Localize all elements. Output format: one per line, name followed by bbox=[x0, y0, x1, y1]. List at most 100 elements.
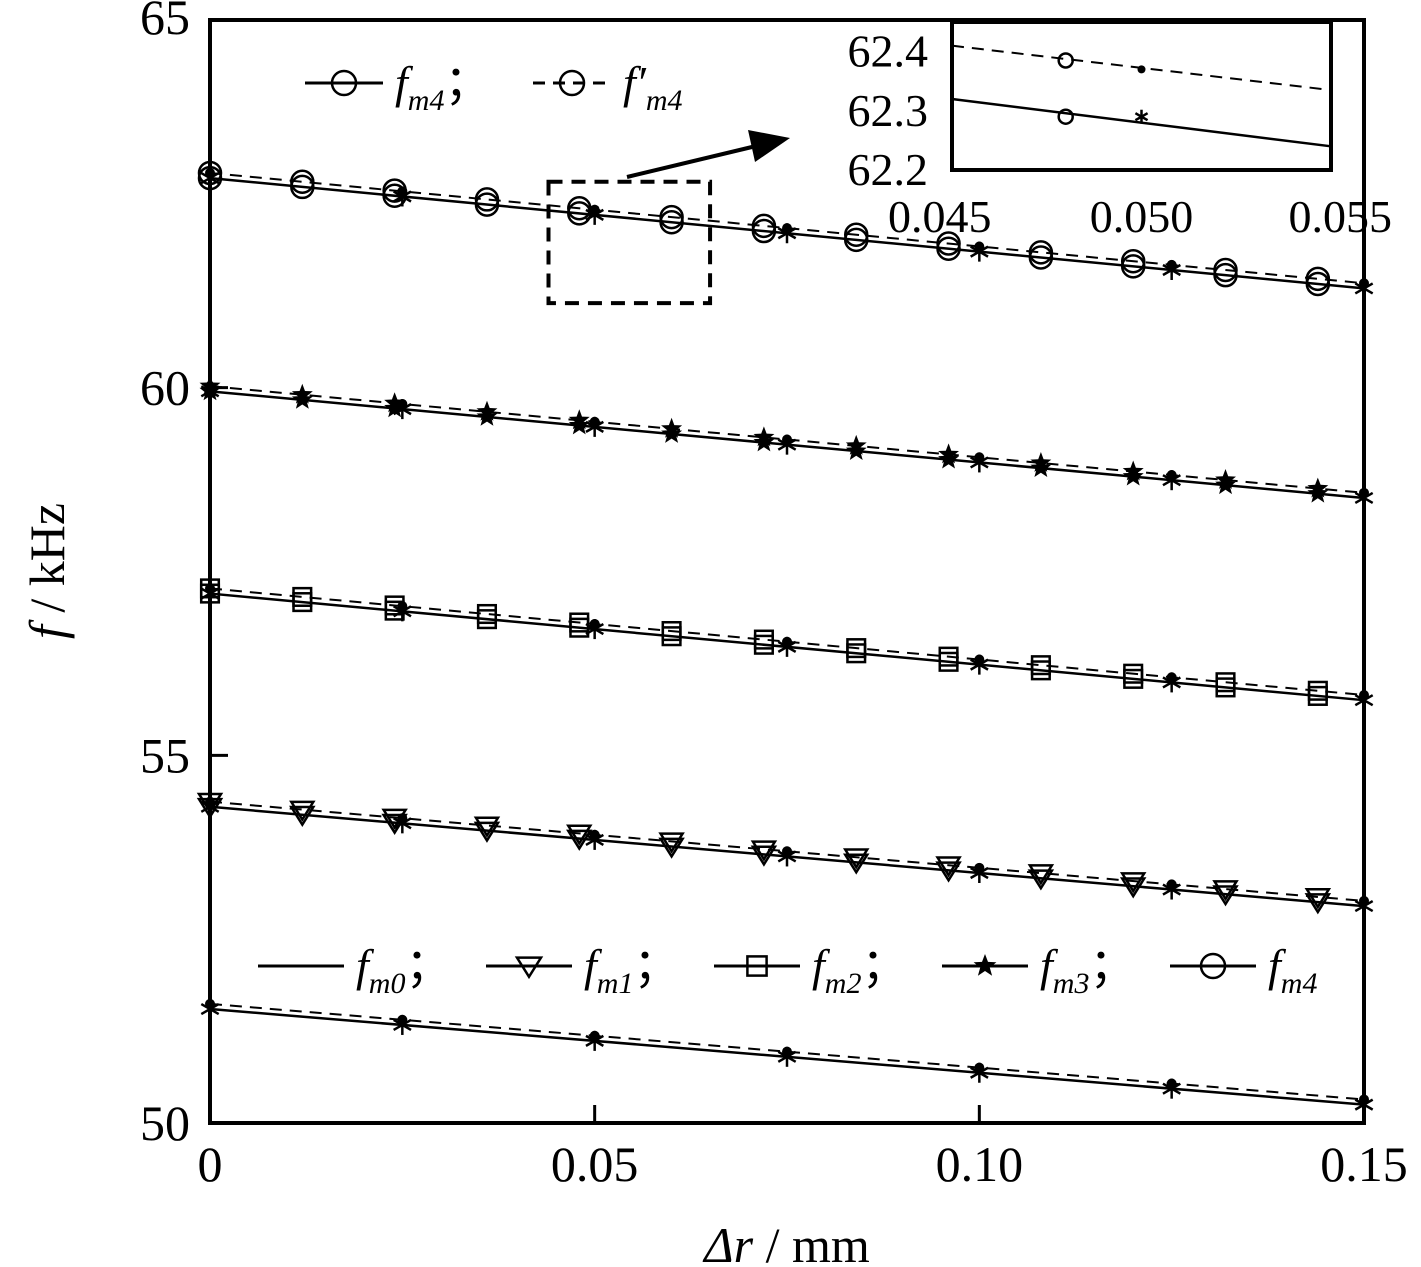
asterisk-fm1-3-stroke bbox=[777, 850, 797, 863]
ref-marker-fm3-4 bbox=[568, 409, 590, 430]
asterisk-fm3-1-stroke bbox=[393, 403, 412, 416]
zoom-arrow-head bbox=[748, 130, 790, 162]
ref-marker-fm1-6 bbox=[750, 840, 778, 862]
ref-dot-fm0-2 bbox=[589, 1030, 600, 1041]
inset-x-tick-label-1: 0.050 bbox=[1090, 191, 1194, 242]
ref-dot-fm4-5 bbox=[1166, 259, 1177, 270]
tick-labels: 0 0.05 0.10 0.15 50 55 60 65 bbox=[140, 0, 1408, 1192]
inset-point-1 bbox=[1137, 65, 1146, 74]
asterisk-fm1-1-stroke bbox=[393, 817, 412, 830]
ref-dot-fm2-4 bbox=[974, 654, 985, 665]
asterisk-fm0-3-stroke bbox=[777, 1050, 797, 1063]
ref-marker-fm2-11 bbox=[1215, 672, 1236, 693]
ref-marker-fm4-5 bbox=[659, 204, 684, 230]
ref-marker-fm1-3 bbox=[473, 816, 501, 838]
ref-dot-fm1-2 bbox=[589, 829, 600, 840]
ref-dot-fm0-4 bbox=[974, 1062, 985, 1073]
ref-marker-fm3-8 bbox=[938, 443, 959, 464]
ref-marker-fm3-7 bbox=[845, 434, 867, 455]
asterisk-fm4-5-stroke bbox=[1162, 263, 1181, 277]
marker-fm1-12 bbox=[1304, 893, 1332, 915]
asterisk-fm3-3-stroke bbox=[777, 438, 797, 451]
x-tick-label-1: 0.05 bbox=[551, 1136, 639, 1192]
x-tick-label-3: 0.15 bbox=[1320, 1136, 1408, 1192]
series-markers bbox=[196, 160, 1374, 1115]
ref-marker-fm3-3 bbox=[476, 400, 498, 421]
ref-marker-fm4-11 bbox=[1213, 257, 1238, 283]
inset-point-2 bbox=[1057, 108, 1074, 125]
zoom-box bbox=[546, 179, 713, 306]
ref-marker-fm2-5 bbox=[661, 621, 682, 642]
y-axis-unit: / kHz bbox=[19, 503, 75, 625]
ref-dot-fm1-1 bbox=[397, 813, 408, 824]
y-axis-label: f / kHz bbox=[19, 503, 75, 639]
legend-top: fm4； f′m4 bbox=[305, 57, 683, 117]
ref-marker-fm1-1 bbox=[289, 800, 316, 822]
y-tick-label-1: 55 bbox=[140, 727, 190, 783]
ref-marker-fm4-7 bbox=[843, 222, 869, 247]
inset-y-tick-label-0: 62.4 bbox=[848, 26, 929, 77]
inset-y-tick-label-1: 62.3 bbox=[848, 85, 929, 136]
legend-marker-1 bbox=[558, 69, 586, 97]
legend-label-sub: m4 bbox=[1281, 967, 1318, 1000]
ref-marker-fm4-3 bbox=[474, 187, 500, 212]
asterisk-fm2-3-stroke bbox=[777, 640, 797, 653]
ref-marker-fm1-7 bbox=[842, 848, 870, 870]
ref-marker-fm2-7 bbox=[846, 638, 867, 659]
ref-dot-fm4-1 bbox=[397, 186, 408, 197]
ref-marker-fm1-9 bbox=[1027, 864, 1055, 886]
inset-point-3 bbox=[1134, 109, 1149, 124]
ref-dot-fm2-2 bbox=[589, 618, 600, 629]
ref-marker-fm4-6 bbox=[751, 213, 777, 239]
legend-label-sub: m0 bbox=[369, 967, 406, 1000]
marker-fm1-8 bbox=[935, 861, 962, 883]
asterisk-fm4-4-stroke bbox=[970, 245, 989, 258]
ref-dot-fm2-3 bbox=[782, 636, 792, 647]
asterisk-fm3-5-stroke bbox=[1162, 474, 1181, 487]
ref-marker-fm2-9 bbox=[1030, 655, 1051, 676]
ref-dot-fm4-3 bbox=[782, 223, 792, 234]
x-axis-label: Δr / mm bbox=[702, 1217, 870, 1267]
legend-label-base: f′ bbox=[623, 57, 647, 108]
ref-marker-fm1-11 bbox=[1212, 880, 1239, 902]
marker-fm1-1 bbox=[289, 805, 316, 828]
asterisk-fm4-2-stroke bbox=[585, 208, 604, 221]
ref-marker-fm3-11 bbox=[1215, 469, 1236, 489]
asterisk-fm2-4-stroke bbox=[970, 658, 989, 671]
legend-marker-0 bbox=[330, 69, 358, 97]
asterisk-fm4-3-stroke bbox=[777, 227, 797, 240]
zoom-arrow-shaft bbox=[626, 145, 753, 179]
ref-marker-fm3-6 bbox=[753, 426, 775, 447]
ref-dot-fm4-2 bbox=[589, 204, 600, 215]
asterisk-fm0-1-stroke bbox=[393, 1018, 412, 1032]
legend-label-4: fm4 bbox=[1268, 940, 1317, 1000]
inset-x-tick-label-2: 0.055 bbox=[1289, 191, 1393, 242]
legend-separator: ； bbox=[633, 940, 679, 991]
legend-label-sub: m1 bbox=[597, 967, 634, 1000]
marker-fm1-9 bbox=[1027, 869, 1055, 891]
ref-marker-fm2-3 bbox=[476, 603, 498, 625]
marker-fm1-6 bbox=[750, 845, 778, 867]
legend-separator: ； bbox=[861, 940, 907, 991]
ref-marker-fm1-12 bbox=[1304, 888, 1332, 910]
ref-marker-fm1-4 bbox=[566, 824, 593, 846]
legend-label-sub: m3 bbox=[1053, 967, 1090, 1000]
ref-marker-fm2-8 bbox=[938, 646, 959, 667]
ref-dot-fm2-1 bbox=[397, 601, 408, 612]
asterisk-fm0-4-stroke bbox=[970, 1066, 989, 1079]
ref-marker-fm3-12 bbox=[1307, 477, 1329, 498]
ref-marker-fm3-10 bbox=[1122, 460, 1144, 481]
axes bbox=[208, 18, 1366, 1125]
legend-separator: ； bbox=[1089, 940, 1135, 991]
legend-marker-1 bbox=[514, 956, 544, 980]
ref-marker-fm4-9 bbox=[1028, 240, 1054, 265]
legend-bottom: fm0； fm1； fm2； fm3； fm4 bbox=[258, 940, 1317, 1000]
axis-labels: Δr / mm f / kHz bbox=[19, 503, 870, 1267]
ref-marker-fm1-5 bbox=[658, 832, 685, 854]
legend-marker-2 bbox=[746, 955, 768, 977]
legend-label-2: fm2； bbox=[812, 940, 907, 1000]
ref-dot-fm3-3 bbox=[782, 434, 792, 445]
asterisk-fm2-1-stroke bbox=[393, 605, 412, 618]
x-tick-label-0: 0 bbox=[198, 1136, 223, 1192]
